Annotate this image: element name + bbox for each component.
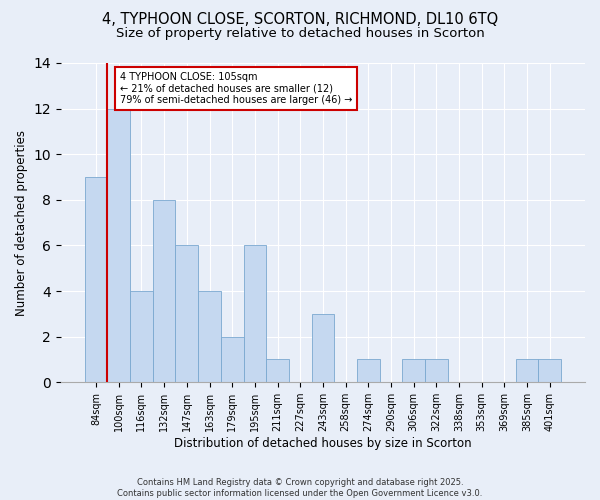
Bar	[221, 336, 244, 382]
Bar	[175, 246, 198, 382]
Text: Size of property relative to detached houses in Scorton: Size of property relative to detached ho…	[116, 28, 484, 40]
Bar	[198, 291, 221, 382]
Text: 4 TYPHOON CLOSE: 105sqm
← 21% of detached houses are smaller (12)
79% of semi-de: 4 TYPHOON CLOSE: 105sqm ← 21% of detache…	[120, 72, 352, 106]
Bar	[266, 360, 289, 382]
Bar	[244, 246, 266, 382]
Text: Contains HM Land Registry data © Crown copyright and database right 2025.
Contai: Contains HM Land Registry data © Crown c…	[118, 478, 482, 498]
Bar	[538, 360, 561, 382]
Y-axis label: Number of detached properties: Number of detached properties	[15, 130, 28, 316]
Bar	[311, 314, 334, 382]
X-axis label: Distribution of detached houses by size in Scorton: Distribution of detached houses by size …	[174, 437, 472, 450]
Bar	[107, 108, 130, 382]
Bar	[403, 360, 425, 382]
Bar	[425, 360, 448, 382]
Text: 4, TYPHOON CLOSE, SCORTON, RICHMOND, DL10 6TQ: 4, TYPHOON CLOSE, SCORTON, RICHMOND, DL1…	[102, 12, 498, 28]
Bar	[153, 200, 175, 382]
Bar	[516, 360, 538, 382]
Bar	[130, 291, 153, 382]
Bar	[85, 177, 107, 382]
Bar	[357, 360, 380, 382]
